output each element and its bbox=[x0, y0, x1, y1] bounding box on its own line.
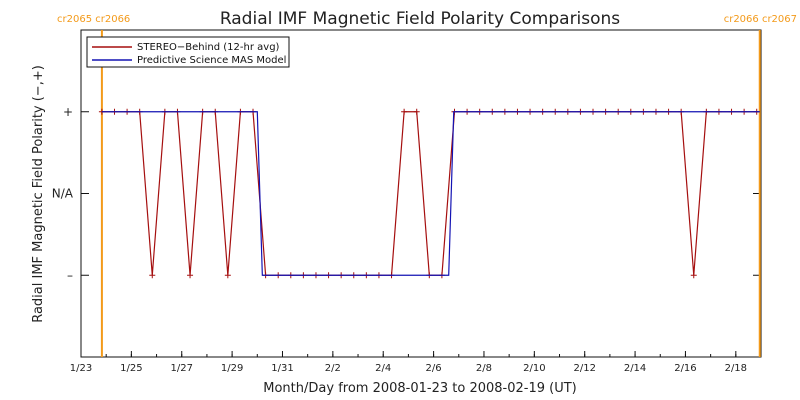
data-point bbox=[224, 272, 231, 279]
x-tick-label: 2/2 bbox=[325, 363, 341, 374]
y-tick-label: + bbox=[63, 105, 73, 119]
x-tick-label: 2/16 bbox=[674, 363, 696, 374]
data-point bbox=[401, 108, 408, 115]
x-tick-label: 2/6 bbox=[426, 363, 442, 374]
x-tick-label: 2/12 bbox=[573, 363, 595, 374]
x-tick-label: 1/29 bbox=[221, 363, 243, 374]
legend-box bbox=[86, 36, 290, 68]
x-tick-label: 1/23 bbox=[70, 363, 92, 374]
y-axis-label: Radial IMF Magnetic Field Polarity (−,+) bbox=[31, 65, 46, 323]
carrington-label-right: cr2066 cr2067 bbox=[724, 14, 797, 25]
x-tick-label: 2/14 bbox=[624, 363, 646, 374]
carrington-label-left: cr2065 cr2066 bbox=[57, 14, 130, 25]
chart-title: Radial IMF Magnetic Field Polarity Compa… bbox=[220, 9, 620, 29]
legend-label-stereo: STEREO−Behind (12-hr avg) bbox=[137, 42, 280, 53]
x-tick-label: 1/25 bbox=[120, 363, 142, 374]
legend-label-mas: Predictive Science MAS Model bbox=[137, 55, 286, 66]
x-tick-label: 2/8 bbox=[476, 363, 492, 374]
x-tick-label: 2/4 bbox=[375, 363, 391, 374]
data-point bbox=[413, 108, 420, 115]
plot-frame bbox=[80, 29, 762, 358]
data-point bbox=[690, 272, 697, 279]
y-tick-label: – bbox=[67, 268, 73, 282]
x-tick-label: 1/27 bbox=[171, 363, 193, 374]
data-point bbox=[187, 272, 194, 279]
data-point bbox=[149, 272, 156, 279]
series-line-stereo bbox=[101, 111, 757, 276]
y-tick-label: N/A bbox=[52, 187, 74, 201]
x-tick-label: 1/31 bbox=[271, 363, 293, 374]
x-axis-label: Month/Day from 2008-01-23 to 2008-02-19 … bbox=[263, 381, 576, 396]
series-line-mas bbox=[101, 111, 760, 276]
legend: STEREO−Behind (12-hr avg) Predictive Sci… bbox=[86, 36, 290, 68]
x-tick-label: 2/10 bbox=[523, 363, 545, 374]
x-tick-label: 2/18 bbox=[725, 363, 747, 374]
